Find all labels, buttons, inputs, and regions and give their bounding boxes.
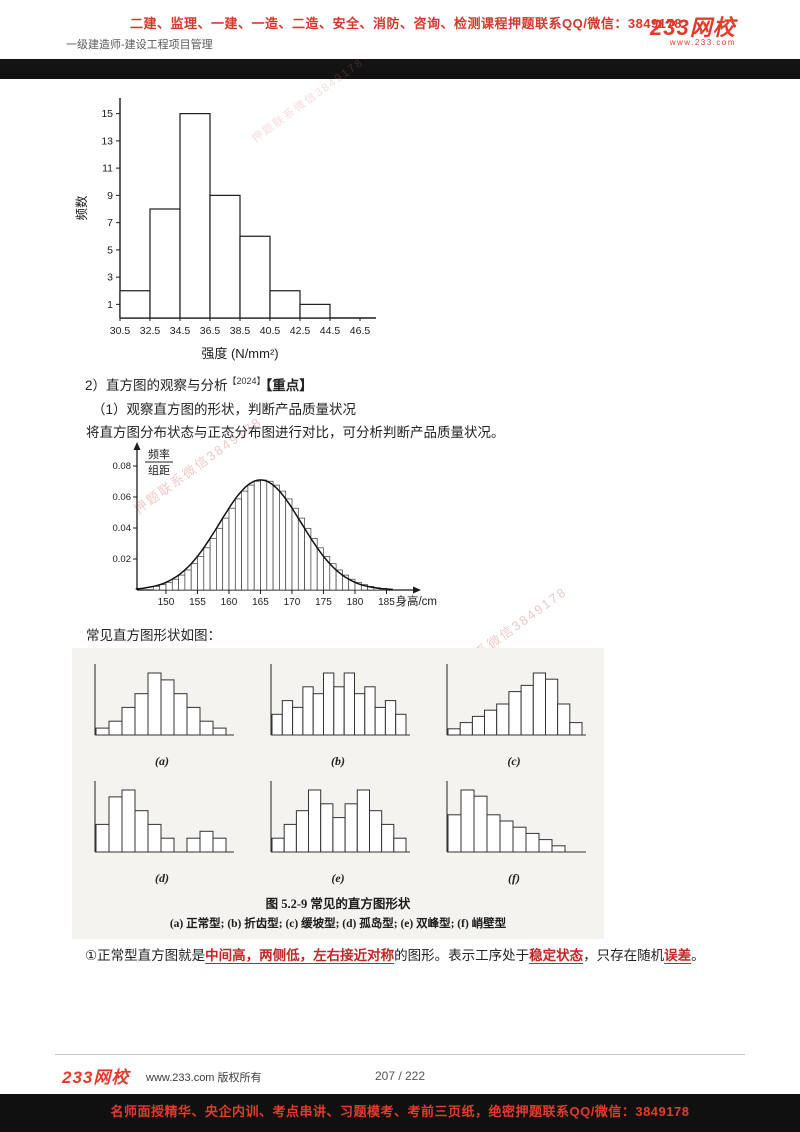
svg-text:34.5: 34.5 xyxy=(170,325,191,337)
svg-text:5: 5 xyxy=(107,244,113,256)
mini-histogram-label: (d) xyxy=(155,871,169,885)
page-number: 207 / 222 xyxy=(374,1069,426,1083)
paragraph-text: ，只存在随机 xyxy=(583,948,665,963)
mini-histogram-plot xyxy=(270,664,410,736)
site-url: www.233.com xyxy=(669,38,736,47)
svg-text:44.5: 44.5 xyxy=(320,325,341,337)
mini-histogram-f: (f) xyxy=(430,773,598,886)
mini-histogram-plot xyxy=(94,781,234,853)
footer-promo-bar: 名师面授精华、央企内训、考点串讲、习题模考、考前三页纸，绝密押题联系QQ/微信：… xyxy=(0,1094,800,1132)
paragraph-text: 的图形。表示工序处于 xyxy=(394,948,530,963)
key-point-tag: 【重点】 xyxy=(265,378,313,393)
mini-histogram-plot xyxy=(94,664,234,736)
mini-histogram-d: (d) xyxy=(78,773,246,886)
svg-text:185: 185 xyxy=(378,597,395,608)
svg-text:180: 180 xyxy=(347,597,364,608)
svg-text:0.02: 0.02 xyxy=(113,554,132,565)
footer-logo: 233网校 xyxy=(62,1063,129,1088)
logo-number: 233 xyxy=(650,15,690,40)
svg-text:7: 7 xyxy=(107,217,113,229)
svg-text:15: 15 xyxy=(101,108,113,120)
mini-histogram-e: (e) xyxy=(254,773,422,886)
svg-text:强度 (N/mm²): 强度 (N/mm²) xyxy=(201,346,278,361)
svg-text:9: 9 xyxy=(107,190,113,202)
key-point-text: 误差 xyxy=(664,948,692,963)
site-logo: 233网校 xyxy=(650,10,736,42)
logo-text: 网校 xyxy=(93,1068,130,1087)
figure-common-histogram-shapes: (a) (b) (c) (d) (e) (f) 图 5.2-9 常见的直方图形状 (a) … xyxy=(72,648,604,939)
mini-histogram-label: (a) xyxy=(155,754,169,768)
svg-text:170: 170 xyxy=(284,597,301,608)
footer-promo-text: 名师面授精华、央企内训、考点串讲、习题模考、考前三页纸，绝密押题联系QQ/微信：… xyxy=(110,1104,690,1119)
svg-text:46.5: 46.5 xyxy=(350,325,371,337)
normal-distribution-chart: 0.02 0.04 0.06 0.08 150 155 160 165 170 175 180 185… xyxy=(113,442,437,608)
svg-text:0.06: 0.06 xyxy=(113,492,132,503)
mini-histogram-label: (c) xyxy=(507,754,521,768)
figure-caption-legend: (a) 正常型; (b) 折齿型; (c) 缓坡型; (d) 孤岛型; (e) … xyxy=(169,918,507,930)
logo-number: 233 xyxy=(62,1068,94,1087)
svg-text:13: 13 xyxy=(101,135,113,147)
svg-text:38.5: 38.5 xyxy=(230,325,251,337)
mini-histogram-label: (b) xyxy=(331,754,345,768)
body-text-line: 将直方图分布状态与正态分布图进行对比，可分析判断产品质量状况。 xyxy=(86,425,505,440)
svg-text:165: 165 xyxy=(252,597,269,608)
svg-text:0.08: 0.08 xyxy=(113,461,132,472)
key-point-text: 左右接近对称 xyxy=(313,948,395,963)
figure-caption-title: 图 5.2-9 常见的直方图形状 xyxy=(265,897,411,911)
course-subtitle: 一级建造师-建设工程项目管理 xyxy=(66,39,213,51)
svg-text:155: 155 xyxy=(189,597,206,608)
svg-text:40.5: 40.5 xyxy=(260,325,281,337)
subsection-heading: （1）观察直方图的形状，判断产品质量状况 xyxy=(92,402,357,417)
svg-text:频数: 频数 xyxy=(74,195,89,221)
footer-copyright: www.233.com 版权所有 xyxy=(146,1072,262,1084)
svg-text:36.5: 36.5 xyxy=(200,325,221,337)
mini-histogram-grid: (a) (b) (c) (d) (e) (f) xyxy=(78,656,598,886)
svg-text:42.5: 42.5 xyxy=(290,325,311,337)
body-text-line: 常见直方图形状如图： xyxy=(86,628,221,643)
footer-divider xyxy=(55,1054,745,1055)
svg-text:150: 150 xyxy=(158,597,175,608)
svg-text:32.5: 32.5 xyxy=(140,325,161,337)
logo-text: 网校 xyxy=(689,15,736,40)
mini-histogram-a: (a) xyxy=(78,656,246,769)
mini-histogram-plot xyxy=(446,664,586,736)
svg-text:1: 1 xyxy=(107,299,113,311)
svg-text:3: 3 xyxy=(107,272,113,284)
header-divider-bar xyxy=(0,59,800,79)
section-heading: 2）直方图的观察与分析【2024】【重点】 xyxy=(85,374,313,394)
section-heading-text: 2）直方图的观察与分析 xyxy=(85,378,228,393)
key-point-text: 中间高，两侧低， xyxy=(205,948,314,963)
svg-text:0.04: 0.04 xyxy=(113,523,132,534)
paragraph-text: ①正常型直方图就是 xyxy=(85,948,206,963)
year-superscript: 【2024】 xyxy=(227,376,266,386)
svg-text:11: 11 xyxy=(102,163,113,175)
mini-histogram-label: (e) xyxy=(331,871,345,885)
svg-text:频率: 频率 xyxy=(148,447,170,461)
mini-histogram-b: (b) xyxy=(254,656,422,769)
mini-histogram-label: (f) xyxy=(508,871,520,885)
key-point-text: 稳定状态 xyxy=(529,948,584,963)
svg-text:175: 175 xyxy=(315,597,332,608)
header-promo-text: 二建、监理、一建、一造、二造、安全、消防、咨询、检测课程押题联系QQ/微信：38… xyxy=(130,16,682,31)
svg-text:组距: 组距 xyxy=(148,463,170,477)
mini-histogram-c: (c) xyxy=(430,656,598,769)
svg-text:身高/cm: 身高/cm xyxy=(395,594,437,608)
mini-histogram-plot xyxy=(270,781,410,853)
svg-text:30.5: 30.5 xyxy=(110,325,131,337)
normal-type-paragraph: ①正常型直方图就是中间高，两侧低，左右接近对称的图形。表示工序处于稳定状态，只存… xyxy=(85,944,735,968)
mini-histogram-plot xyxy=(446,781,586,853)
svg-text:160: 160 xyxy=(221,597,238,608)
paragraph-text: 。 xyxy=(691,948,705,963)
